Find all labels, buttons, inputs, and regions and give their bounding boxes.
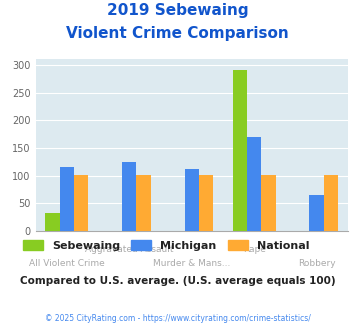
Text: Robbery: Robbery: [298, 259, 335, 268]
Bar: [185, 169, 199, 231]
Text: © 2025 CityRating.com - https://www.cityrating.com/crime-statistics/: © 2025 CityRating.com - https://www.city…: [45, 314, 310, 323]
Text: All Violent Crime: All Violent Crime: [29, 259, 105, 268]
Text: Rape: Rape: [243, 245, 266, 254]
Text: Murder & Mans...: Murder & Mans...: [153, 259, 230, 268]
Bar: [136, 175, 151, 231]
Bar: [122, 162, 136, 231]
Bar: [247, 138, 261, 231]
Text: Compared to U.S. average. (U.S. average equals 100): Compared to U.S. average. (U.S. average …: [20, 276, 335, 285]
Text: Violent Crime Comparison: Violent Crime Comparison: [66, 26, 289, 41]
Bar: [324, 175, 338, 231]
Bar: [261, 175, 276, 231]
Bar: [45, 213, 60, 231]
Bar: [60, 167, 74, 231]
Text: Aggravated Assault: Aggravated Assault: [85, 245, 174, 254]
Bar: [233, 71, 247, 231]
Text: 2019 Sebewaing: 2019 Sebewaing: [107, 3, 248, 18]
Bar: [199, 175, 213, 231]
Bar: [310, 195, 324, 231]
Legend: Sebewaing, Michigan, National: Sebewaing, Michigan, National: [23, 240, 309, 250]
Bar: [74, 175, 88, 231]
